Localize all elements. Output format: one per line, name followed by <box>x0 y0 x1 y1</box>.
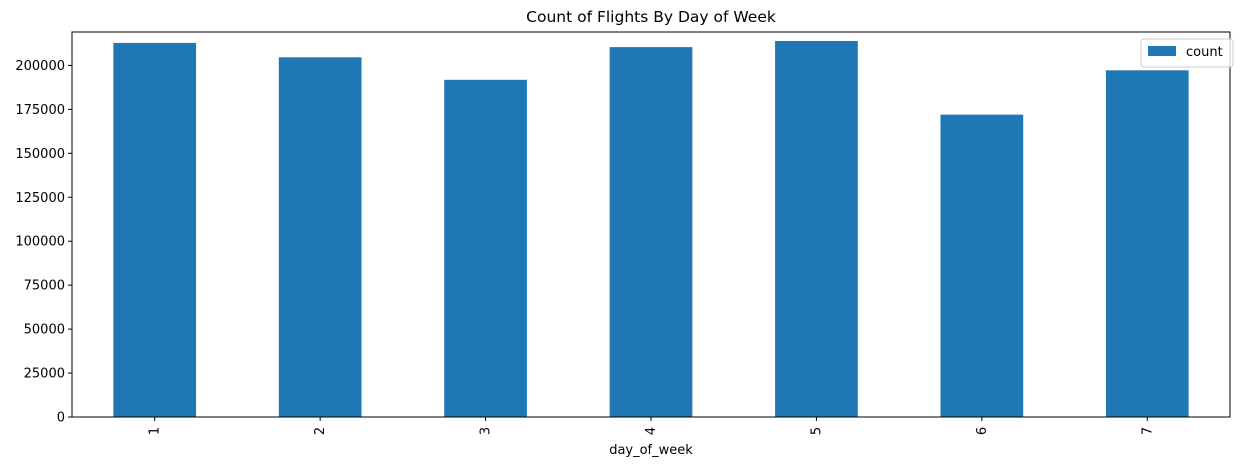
legend-label: count <box>1186 45 1223 60</box>
x-tick-label: 4 <box>644 427 659 435</box>
chart-title: Count of Flights By Day of Week <box>526 8 776 26</box>
y-tick-label: 75000 <box>24 279 65 294</box>
bar-7 <box>1105 70 1189 417</box>
y-tick-label: 200000 <box>15 59 65 74</box>
y-tick-label: 175000 <box>15 103 65 118</box>
plot-area: 0 25000 50000 75000 100000 125000 150000 175000… <box>15 31 1231 435</box>
y-tick-label: 50000 <box>24 323 65 338</box>
x-tick-label: 6 <box>975 427 990 435</box>
x-tick-label: 2 <box>313 427 328 435</box>
y-tick-label: 100000 <box>15 235 65 250</box>
legend-swatch <box>1148 46 1176 56</box>
x-tick-label: 3 <box>479 427 494 435</box>
bar-4 <box>609 47 693 418</box>
legend: count <box>1140 38 1234 68</box>
bar-1 <box>113 42 197 418</box>
y-tick-label: 125000 <box>15 191 65 206</box>
bar-3 <box>444 79 527 417</box>
x-tick-label: 7 <box>1140 427 1155 435</box>
x-tick-label: 1 <box>148 427 163 435</box>
y-tick-label: 25000 <box>24 367 65 382</box>
y-tick-label: 150000 <box>15 147 65 162</box>
bar-2 <box>278 57 362 417</box>
x-axis-label: day_of_week <box>609 443 693 458</box>
bar-6 <box>940 114 1024 417</box>
x-tick-label: 5 <box>809 427 824 435</box>
bar-5 <box>775 40 858 417</box>
y-tick-label: 0 <box>57 411 65 426</box>
